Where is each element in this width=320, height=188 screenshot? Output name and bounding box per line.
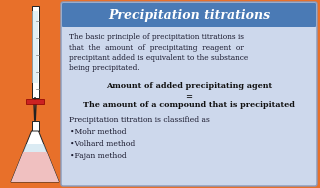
- Text: •Mohr method: •Mohr method: [70, 128, 126, 136]
- Text: that  the  amount  of  precipitating  reagent  or: that the amount of precipitating reagent…: [69, 43, 244, 52]
- Polygon shape: [11, 152, 59, 182]
- Text: Precipitation titration is classified as: Precipitation titration is classified as: [69, 116, 210, 124]
- Text: Precipitation titrations: Precipitation titrations: [108, 9, 270, 22]
- Text: •Volhard method: •Volhard method: [70, 140, 135, 148]
- Polygon shape: [11, 131, 59, 182]
- Text: =: =: [186, 93, 193, 101]
- FancyBboxPatch shape: [61, 2, 317, 186]
- Text: The amount of a compound that is precipitated: The amount of a compound that is precipi…: [83, 101, 295, 109]
- Bar: [26, 99, 44, 104]
- Bar: [32, 11, 38, 83]
- FancyBboxPatch shape: [62, 3, 316, 27]
- Text: precipitant added is equivalent to the substance: precipitant added is equivalent to the s…: [69, 54, 248, 62]
- Text: •Fajan method: •Fajan method: [70, 152, 127, 160]
- Polygon shape: [23, 144, 47, 152]
- Bar: [31, 6, 38, 98]
- Text: The basic principle of precipitation titrations is: The basic principle of precipitation tit…: [69, 33, 244, 41]
- Text: being precipitated.: being precipitated.: [69, 64, 140, 73]
- Polygon shape: [31, 121, 38, 131]
- Text: Amount of added precipitating agent: Amount of added precipitating agent: [106, 82, 272, 90]
